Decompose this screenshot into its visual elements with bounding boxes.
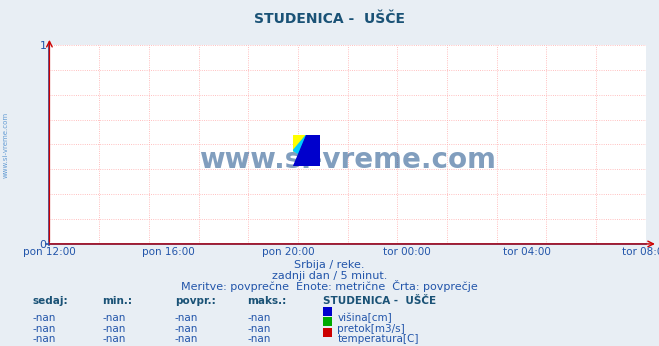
Polygon shape <box>293 135 306 151</box>
Text: -nan: -nan <box>175 334 198 344</box>
Text: -nan: -nan <box>175 324 198 334</box>
Text: maks.:: maks.: <box>247 296 287 306</box>
Text: temperatura[C]: temperatura[C] <box>337 334 419 344</box>
Text: -nan: -nan <box>247 334 270 344</box>
Text: -nan: -nan <box>102 334 125 344</box>
Text: višina[cm]: višina[cm] <box>337 313 392 324</box>
Text: -nan: -nan <box>102 313 125 323</box>
Text: sedaj:: sedaj: <box>33 296 69 306</box>
Text: -nan: -nan <box>33 334 56 344</box>
Text: www.si-vreme.com: www.si-vreme.com <box>2 112 9 179</box>
Text: -nan: -nan <box>33 324 56 334</box>
Text: STUDENICA -  UŠČE: STUDENICA - UŠČE <box>254 12 405 26</box>
Polygon shape <box>293 135 320 166</box>
Text: zadnji dan / 5 minut.: zadnji dan / 5 minut. <box>272 271 387 281</box>
Polygon shape <box>293 135 320 166</box>
Text: min.:: min.: <box>102 296 132 306</box>
Text: -nan: -nan <box>102 324 125 334</box>
Text: www.si-vreme.com: www.si-vreme.com <box>199 146 496 174</box>
Text: Srbija / reke.: Srbija / reke. <box>295 260 364 270</box>
Text: povpr.:: povpr.: <box>175 296 215 306</box>
Text: -nan: -nan <box>247 313 270 323</box>
Text: pretok[m3/s]: pretok[m3/s] <box>337 324 405 334</box>
Text: STUDENICA -  UŠČE: STUDENICA - UŠČE <box>323 296 436 306</box>
Text: Meritve: povprečne  Enote: metrične  Črta: povprečje: Meritve: povprečne Enote: metrične Črta:… <box>181 280 478 292</box>
Text: -nan: -nan <box>33 313 56 323</box>
Text: -nan: -nan <box>175 313 198 323</box>
Text: -nan: -nan <box>247 324 270 334</box>
